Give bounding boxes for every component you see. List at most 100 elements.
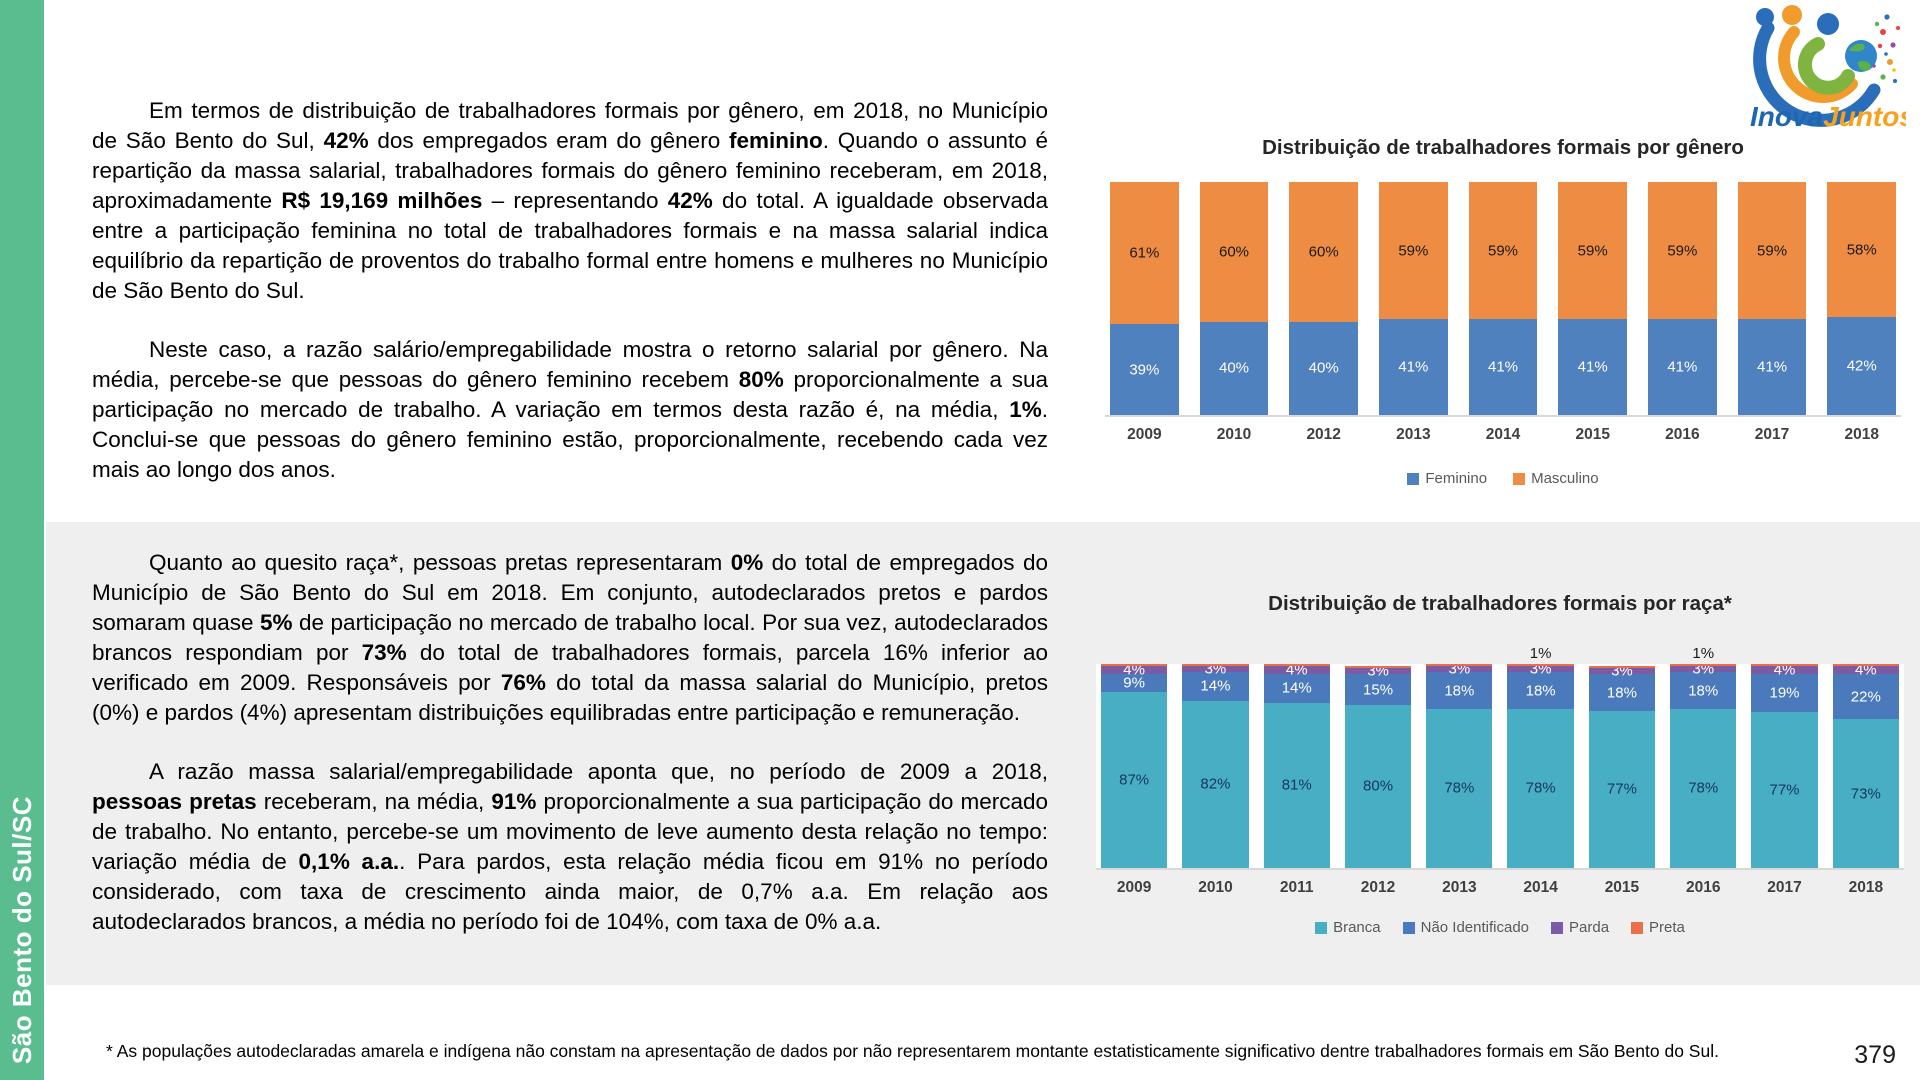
axis-label-2018: 2018 (1848, 879, 1884, 896)
data-label: 41% (1488, 358, 1519, 376)
body-text: dos empregados eram do gênero (368, 128, 729, 153)
body-text: do total. A igualdade observada entre a … (92, 188, 1048, 303)
data-label: 82% (1200, 775, 1231, 793)
segment-Não Identificado: 18% (1507, 672, 1574, 709)
data-label: 73% (1850, 785, 1881, 803)
segment-Preta (1670, 664, 1737, 667)
category-axis: 2009 2010 2012 2013 2014 2015 2016 2017 2018 (1105, 426, 1901, 444)
segment-Branca: 82% (1182, 700, 1249, 868)
segment-Branca: 78% (1670, 708, 1737, 868)
bar-2010: 40% 60% (1199, 182, 1269, 415)
axis-label-2012: 2012 (1306, 426, 1341, 443)
bar-2010: 82% 14% 3% (1182, 661, 1249, 868)
data-label: 41% (1398, 358, 1429, 376)
segment-Não Identificado: 15% (1344, 674, 1412, 705)
segment-Masculino: 59% (1648, 182, 1717, 320)
data-label: 59% (1577, 242, 1608, 260)
bar-2013: 41% 59% (1379, 182, 1448, 415)
body-text: Neste caso, a razão salário/empregabilid… (92, 337, 1048, 392)
segment-Branca: 81% (1263, 702, 1330, 868)
data-label: 14% (1200, 677, 1231, 695)
data-label: 3% (1367, 662, 1389, 680)
emphasis-text: pessoas pretas (92, 789, 257, 814)
legend-label: Feminino (1425, 470, 1488, 487)
body-text: do total da massa salarial do Município,… (92, 670, 1048, 725)
plot-area: 39% 61% 40% 60% 40% 60% 41% 59% 41% 59% 41% 59% 41% 5… (1105, 182, 1901, 417)
paragraph-gender-2: Neste caso, a razão salário/empregabilid… (92, 335, 1048, 485)
data-label: 40% (1308, 359, 1339, 377)
segment-Preta (1832, 664, 1899, 667)
body-text: receberam, na média, (256, 789, 492, 814)
data-label: 80% (1363, 777, 1394, 795)
chart-title: Distribuição de trabalhadores formais po… (1262, 136, 1744, 159)
legend-label: Branca (1333, 919, 1381, 936)
segment-Não Identificado: 19% (1751, 673, 1818, 713)
emphasis-text: R$ 19,169 milhões (281, 188, 483, 213)
segment-Não Identificado: 9% (1101, 673, 1168, 692)
axis-label-2017: 2017 (1767, 879, 1802, 896)
page-number: 379 (1854, 1041, 1896, 1069)
paragraph-race-2: A razão massa salarial/empregabilidade a… (92, 757, 1048, 937)
segment-Não Identificado: 18% (1426, 672, 1493, 709)
segment-Feminino: 41% (1648, 319, 1717, 415)
segment-Não Identificado: 18% (1670, 672, 1737, 709)
body-text: de participação no mercado de trabalho l… (92, 610, 1048, 665)
legend-label: Masculino (1531, 470, 1599, 487)
segment-Preta (1263, 664, 1330, 667)
segment-Feminino: 41% (1737, 319, 1807, 415)
data-label: 78% (1688, 779, 1719, 797)
svg-text:InovaJuntos: InovaJuntos (1750, 101, 1906, 132)
segment-Parda: 3% (1426, 661, 1493, 678)
race-text-column: Quanto ao quesito raça*, pessoas pretas … (92, 548, 1048, 937)
data-label: 58% (1846, 241, 1877, 259)
sidebar-band: São Bento do Sul/SC (0, 0, 44, 1080)
data-label: 3% (1611, 662, 1633, 680)
emphasis-text: 1% (1009, 397, 1042, 422)
inovajuntos-logo: InovaJuntos (1734, 4, 1915, 134)
axis-label-2009: 2009 (1127, 426, 1162, 443)
data-label: 40% (1218, 359, 1250, 377)
segment-Não Identificado: 14% (1263, 674, 1330, 703)
data-label: 19% (1769, 684, 1800, 702)
body-text: do total de trabalhadores formais, parce… (92, 640, 1048, 695)
segment-Parda: 3% (1670, 661, 1737, 678)
legend-label: Parda (1569, 919, 1610, 936)
race-distribution-chart: Distribuição de trabalhadores formais po… (1096, 592, 1904, 936)
segment-Preta (1182, 664, 1249, 667)
data-label: 59% (1757, 242, 1788, 260)
segment-Preta (1507, 664, 1574, 667)
data-label: 77% (1606, 780, 1637, 798)
data-label: 60% (1308, 243, 1339, 261)
segment-Masculino: 58% (1827, 182, 1897, 318)
data-label: 60% (1218, 243, 1250, 261)
segment-Feminino: 40% (1289, 321, 1359, 415)
emphasis-text: 5% (260, 610, 293, 635)
sidebar-municipality-label: São Bento do Sul/SC (7, 795, 37, 1064)
body-text: A razão massa salarial/empregabilidade a… (149, 759, 1048, 784)
segment-Masculino: 59% (1558, 182, 1628, 320)
body-text: Em termos de distribuição de trabalhador… (92, 98, 1048, 153)
axis-label-2011: 2011 (1279, 879, 1314, 896)
legend-item-Feminino: Feminino (1407, 470, 1487, 487)
legend-swatch (1315, 921, 1328, 934)
data-label: 1% (1692, 645, 1715, 662)
gender-distribution-chart: Distribuição de trabalhadores formais po… (1105, 136, 1901, 487)
legend-swatch (1402, 921, 1415, 934)
axis-label-2016: 2016 (1665, 426, 1700, 443)
body-text: Quanto ao quesito raça*, pessoas pretas … (149, 550, 731, 575)
data-label: 78% (1525, 779, 1556, 797)
body-text: . Conclui-se que pessoas do gênero femin… (92, 397, 1048, 482)
bar-2017: 77% 19% 4% (1751, 661, 1818, 868)
segment-Masculino: 59% (1379, 182, 1448, 320)
body-text: proporcionalmente a sua participação do … (92, 789, 1048, 874)
bar-2018: 42% 58% (1827, 182, 1897, 415)
data-label: 42% (1846, 357, 1877, 375)
data-label: 18% (1688, 682, 1719, 700)
segment-Parda: 4% (1751, 661, 1818, 678)
body-text: do total de empregados do Município de S… (92, 550, 1049, 635)
bar-2012: 80% 15% 3% (1344, 662, 1412, 868)
axis-label-2015: 2015 (1604, 879, 1640, 896)
segment-Feminino: 39% (1110, 324, 1179, 415)
segment-Branca: 78% (1507, 708, 1574, 868)
bar-2017: 41% 59% (1737, 182, 1807, 415)
